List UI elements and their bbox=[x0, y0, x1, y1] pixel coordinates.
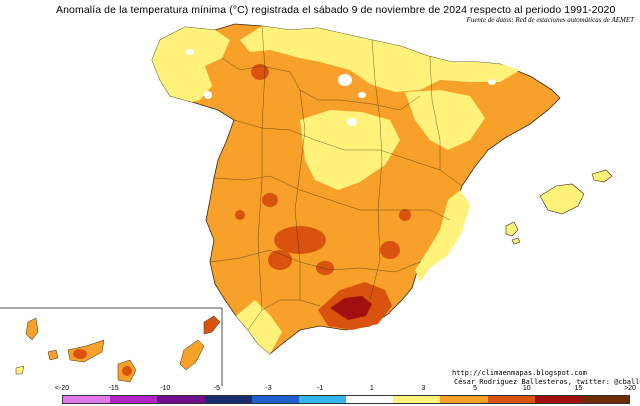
la-palma-island bbox=[25, 317, 39, 341]
dark-orange-core bbox=[274, 226, 326, 254]
white-spot bbox=[488, 79, 496, 85]
dark-orange-core bbox=[316, 261, 334, 275]
dark-orange-core bbox=[380, 241, 400, 259]
formentera-island bbox=[511, 237, 521, 245]
teide-core bbox=[73, 349, 87, 359]
ibiza-island bbox=[505, 221, 519, 237]
white-spot bbox=[338, 74, 352, 86]
legend-tick-label: -1 bbox=[317, 385, 324, 392]
legend-tick-label: 5 bbox=[473, 385, 478, 392]
fuerteventura-island bbox=[179, 339, 205, 371]
map-title: Anomalía de la temperatura mínima (°C) r… bbox=[56, 4, 616, 16]
legend-color-bar bbox=[62, 395, 630, 404]
lanzarote-island bbox=[203, 315, 221, 335]
legend-swatch bbox=[487, 396, 535, 403]
cantabrian-yellow-zone bbox=[240, 26, 520, 92]
data-source-note: Fuente de datos: Red de estaciones autom… bbox=[466, 16, 634, 24]
white-spot bbox=[358, 92, 366, 98]
dark-orange-core bbox=[262, 193, 278, 207]
dark-orange-core bbox=[268, 250, 292, 270]
legend-swatch bbox=[393, 396, 441, 403]
legend-tick-label: 3 bbox=[421, 385, 426, 392]
author-credit: César Rodríguez Ballesteros, twitter: @c… bbox=[454, 378, 640, 386]
southwest-yellow-zone bbox=[236, 300, 282, 354]
blog-url-credit: http://climaenmapas.blogspot.com bbox=[452, 369, 587, 377]
la-gomera-island bbox=[47, 349, 59, 361]
legend-tick-label: <-20 bbox=[54, 385, 70, 392]
legend-swatch bbox=[440, 396, 488, 403]
legend-tick-label: >20 bbox=[624, 385, 636, 392]
canary-islands bbox=[15, 315, 221, 383]
white-spot bbox=[347, 118, 357, 126]
white-spot bbox=[186, 49, 194, 55]
menorca-island bbox=[591, 169, 613, 183]
legend-tick-label: 15 bbox=[574, 385, 583, 392]
dark-orange-core bbox=[235, 210, 245, 220]
tenerife-island bbox=[67, 339, 105, 363]
levante-yellow-zone bbox=[415, 190, 470, 282]
dark-orange-core bbox=[399, 209, 411, 221]
legend-swatch bbox=[534, 396, 582, 403]
legend-swatch bbox=[581, 396, 630, 403]
legend-tick-label: 1 bbox=[369, 385, 374, 392]
legend-swatch bbox=[251, 396, 299, 403]
legend-tick-label: -3 bbox=[265, 385, 272, 392]
legend-tick-label: 10 bbox=[522, 385, 531, 392]
legend-swatch bbox=[63, 396, 111, 403]
legend-swatch bbox=[110, 396, 158, 403]
canary-inset-frame bbox=[0, 307, 223, 386]
white-spot bbox=[204, 91, 212, 99]
mallorca-island bbox=[539, 183, 585, 215]
ebro-yellow-zone bbox=[405, 90, 485, 150]
legend-tick-label: -15 bbox=[108, 385, 119, 392]
legend-swatch bbox=[298, 396, 347, 403]
el-hierro-island bbox=[15, 365, 25, 375]
andalusia-red-core bbox=[330, 296, 372, 320]
province-boundaries bbox=[209, 25, 463, 331]
legend-swatch bbox=[346, 396, 394, 403]
legend-swatch bbox=[157, 396, 205, 403]
legend-tick-label: -10 bbox=[160, 385, 171, 392]
north-yellow-zone bbox=[152, 27, 230, 102]
legend-swatch bbox=[204, 396, 252, 403]
gran-canaria-core bbox=[122, 366, 132, 376]
legend-tick-label: -5 bbox=[213, 385, 221, 392]
color-legend: <-20 -15 -10 -5 -3 -1 1 3 5 10 15 >20 bbox=[55, 385, 636, 405]
